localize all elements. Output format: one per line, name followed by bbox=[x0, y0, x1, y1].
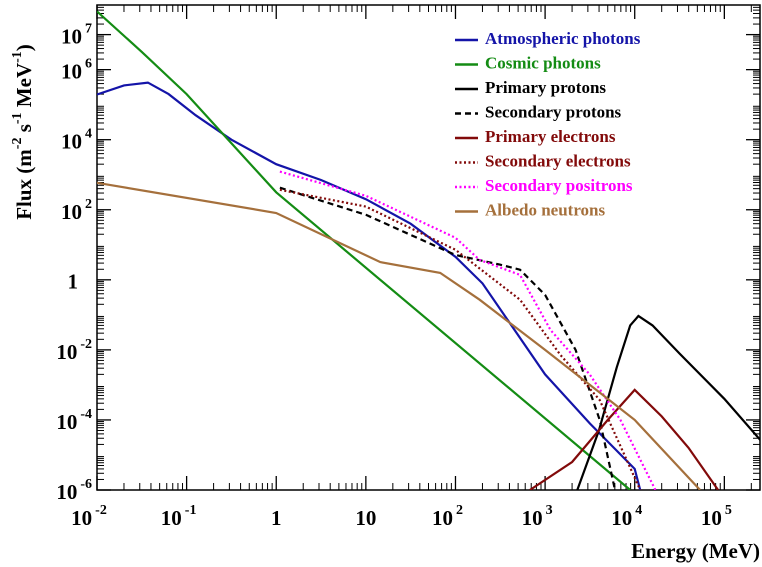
y-tick-label-base: 10 bbox=[61, 24, 82, 48]
x-tick-label-base: 10 bbox=[701, 506, 722, 530]
x-tick-label-base: 10 bbox=[522, 506, 543, 530]
y-tick-label-sup: -2 bbox=[80, 337, 92, 352]
y-tick-label-sup: -6 bbox=[80, 477, 92, 492]
y-label-part: ) bbox=[12, 44, 36, 51]
y-tick-label-sup: 2 bbox=[85, 197, 92, 212]
series-line bbox=[279, 186, 617, 490]
y-tick-label-base: 10 bbox=[56, 340, 77, 364]
y-tick-label-sup: 4 bbox=[85, 127, 92, 142]
x-tick-label: 1 bbox=[271, 506, 282, 530]
y-tick-label: 10 -6 bbox=[56, 477, 92, 504]
x-tick-label: 10 2 bbox=[432, 503, 463, 530]
series-line bbox=[279, 188, 642, 490]
series-line bbox=[576, 314, 760, 490]
series-line bbox=[97, 181, 701, 490]
y-tick-label-sup: 7 bbox=[85, 22, 92, 37]
y-tick-label-base: 10 bbox=[61, 59, 82, 83]
y-tick-label: 10 6 bbox=[61, 57, 92, 84]
y-tick-label-base: 10 bbox=[56, 480, 77, 504]
x-tick-label-sup: 4 bbox=[635, 503, 642, 518]
x-axis-label: Energy (MeV) bbox=[631, 539, 760, 563]
x-tick-label-sup: -2 bbox=[95, 503, 107, 518]
y-label-part: MeV bbox=[12, 63, 36, 113]
y-tick-label: 10 -4 bbox=[56, 407, 92, 434]
x-tick-label: 10 -2 bbox=[71, 503, 107, 530]
x-tick-label: 10 -1 bbox=[161, 503, 197, 530]
x-tick-label: 10 bbox=[355, 506, 376, 530]
y-tick-label-sup: -4 bbox=[80, 407, 92, 422]
y-tick-label: 10 4 bbox=[61, 127, 92, 154]
x-tick-label-base: 10 bbox=[161, 506, 182, 530]
x-tick-label-base: 10 bbox=[432, 506, 453, 530]
legend-label: Atmospheric photons bbox=[485, 29, 641, 48]
series-line bbox=[529, 388, 720, 490]
legend-label: Albedo neutrons bbox=[485, 200, 606, 219]
x-tick-label-sup: 2 bbox=[456, 503, 463, 518]
x-tick-label-sup: 3 bbox=[546, 503, 553, 518]
y-tick-label: 1 bbox=[68, 270, 79, 294]
y-label-sup: -1 bbox=[10, 112, 25, 124]
x-tick-label: 10 4 bbox=[611, 503, 642, 530]
y-tick-label: 10 7 bbox=[61, 22, 92, 49]
plot-frame bbox=[96, 4, 761, 491]
legend-label: Primary electrons bbox=[485, 127, 616, 146]
y-tick-label-base: 10 bbox=[61, 200, 82, 224]
legend-label: Cosmic photons bbox=[485, 53, 601, 72]
series-line bbox=[97, 81, 642, 490]
x-tick-label-base: 10 bbox=[611, 506, 632, 530]
y-label-part: s bbox=[12, 124, 36, 137]
legend-label: Secondary protons bbox=[485, 102, 622, 121]
x-tick-label: 10 3 bbox=[522, 503, 553, 530]
y-axis-label: Flux (m-2 s-1 MeV-1) bbox=[10, 44, 36, 220]
series-line bbox=[279, 170, 657, 490]
y-label-sup: -1 bbox=[10, 51, 25, 63]
legend-label: Primary protons bbox=[485, 78, 606, 97]
x-tick-label: 10 5 bbox=[701, 503, 732, 530]
y-tick-label: 10 2 bbox=[61, 197, 92, 224]
y-tick-label: 10 -2 bbox=[56, 337, 92, 364]
legend-label: Secondary positrons bbox=[485, 176, 633, 195]
y-tick-label-base: 10 bbox=[61, 130, 82, 154]
y-label-sup: -2 bbox=[10, 138, 25, 150]
legend-label: Secondary electrons bbox=[485, 151, 631, 170]
x-tick-label-sup: 5 bbox=[725, 503, 732, 518]
y-tick-label-sup: 6 bbox=[85, 57, 92, 72]
y-label-part: Flux (m bbox=[12, 149, 36, 220]
y-tick-label-base: 10 bbox=[56, 410, 77, 434]
x-tick-label-base: 10 bbox=[71, 506, 92, 530]
x-tick-label-sup: -1 bbox=[185, 503, 197, 518]
